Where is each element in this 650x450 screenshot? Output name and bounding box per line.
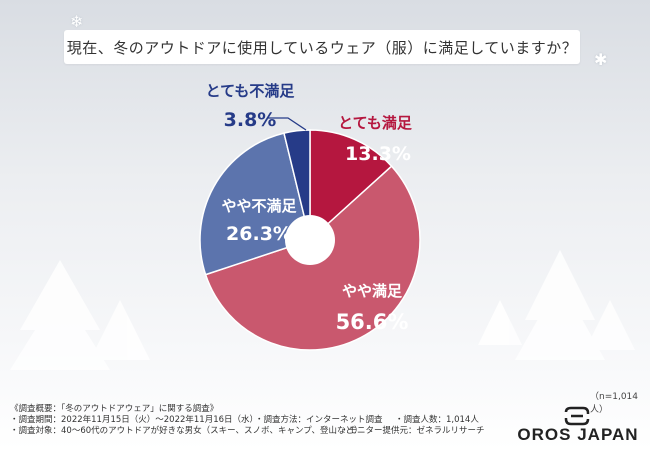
notes-count: ・調査人数：1,014人 <box>395 415 479 425</box>
snowflake-icon: ❄ <box>70 12 84 31</box>
slice-very-satisfied <box>309 129 393 242</box>
logo-icon <box>564 406 590 426</box>
notes-heading: 《調査概要：「冬のアウトドアウェア」に関する調査》 <box>10 404 219 414</box>
snowflake-icon: ✱ <box>594 50 608 69</box>
label-very-dissatisfied: とても不満足 <box>206 82 296 100</box>
notes-period: ・調査期間：2022年11月15日（火）～2022年11月16日（水） <box>10 415 259 425</box>
notes-target: ・調査対象：40～60代のアウトドアが好きな男女（スキー、スノボ、キャンプ、登山… <box>10 426 363 436</box>
value-very-dissatisfied: 3.8% <box>224 109 277 131</box>
label-very-satisfied: とても満足 <box>338 114 413 132</box>
slice-very-dissatisfied <box>283 129 311 241</box>
logo-text: OROS JAPAN <box>517 425 639 444</box>
donut-hole <box>285 215 335 265</box>
value-somewhat-satisfied: 56.6% <box>336 310 409 334</box>
label-somewhat-dissatisfied: やや不満足 <box>221 197 297 215</box>
chart-title: 現在、冬のアウトドアに使用しているウェア（服）に満足していますか？ <box>64 30 580 64</box>
slice-somewhat-dissatisfied <box>199 132 311 276</box>
notes-provider: ・モニター提供元：ゼネラルリサーチ <box>340 426 485 436</box>
value-somewhat-dissatisfied: 26.3% <box>226 223 292 245</box>
notes-method: ・調査方法：インターネット調査 <box>255 415 383 425</box>
oros-japan-logo: OROS JAPAN <box>512 406 644 448</box>
survey-notes: 《調査概要：「冬のアウトドアウェア」に関する調査》 ・調査期間：2022年11月… <box>10 404 510 437</box>
value-very-satisfied: 13.3% <box>345 143 411 165</box>
leader-line <box>268 117 307 131</box>
sample-size: （n=1,014人） <box>590 392 639 415</box>
background-trees <box>10 250 635 370</box>
label-somewhat-satisfied: やや満足 <box>342 282 403 300</box>
